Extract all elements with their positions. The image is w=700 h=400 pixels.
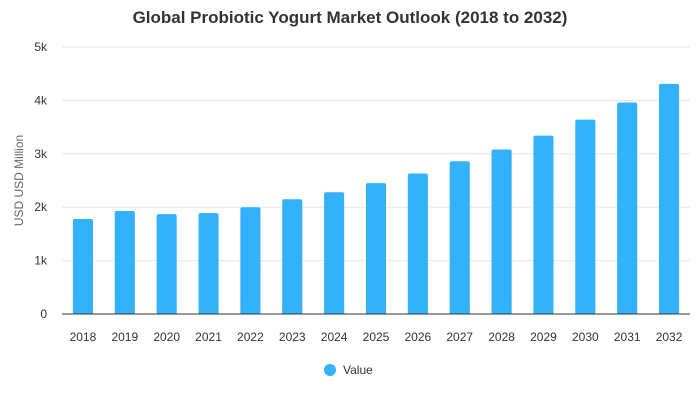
x-tick-label: 2028 — [488, 330, 515, 344]
x-tick-label: 2022 — [237, 330, 264, 344]
x-tick-label: 2020 — [153, 330, 180, 344]
y-tick-label: 1k — [34, 254, 48, 268]
x-tick-label: 2032 — [656, 330, 683, 344]
y-tick-label: 5k — [34, 40, 48, 54]
bar-2020[interactable] — [156, 214, 177, 314]
bar-2032[interactable] — [659, 83, 680, 314]
chart-title: Global Probiotic Yogurt Market Outlook (… — [132, 8, 568, 27]
bar-base-2018 — [72, 311, 93, 314]
axis-layer: 0 1k 2k 3k 4k 5k 2018 2019 2020 2021 2022 2023 2024 2… — [12, 40, 690, 344]
bar-base-2031 — [617, 311, 638, 314]
x-tick-label: 2030 — [572, 330, 599, 344]
x-tick-label: 2026 — [405, 330, 432, 344]
x-tick-label: 2031 — [614, 330, 641, 344]
x-tick-label: 2027 — [446, 330, 473, 344]
y-tick-label: 0 — [40, 307, 47, 321]
bar-2023[interactable] — [282, 199, 303, 314]
bars-layer — [72, 83, 680, 315]
bar-2018[interactable] — [72, 218, 93, 314]
bar-base-2025 — [365, 311, 387, 314]
bar-2019[interactable] — [114, 210, 135, 314]
bar-base-2028 — [491, 311, 512, 314]
bar-base-2027 — [449, 311, 470, 314]
x-tick-label: 2025 — [363, 330, 390, 344]
x-tick-label: 2024 — [321, 330, 348, 344]
y-tick-label: 3k — [34, 147, 48, 161]
bar-2024[interactable] — [324, 192, 345, 314]
legend-marker[interactable] — [324, 364, 336, 376]
x-tick-label: 2018 — [70, 330, 97, 344]
bar-base-2023 — [282, 311, 303, 314]
bar-base-2026 — [407, 311, 428, 314]
bar-base-2024 — [324, 311, 345, 314]
bar-base-2029 — [533, 311, 554, 314]
y-tick-label: 2k — [34, 200, 48, 214]
bar-base-2022 — [240, 311, 261, 314]
legend-label[interactable]: Value — [343, 363, 373, 377]
bar-2031[interactable] — [617, 102, 638, 314]
bar-2021[interactable] — [198, 213, 219, 314]
x-tick-label: 2029 — [530, 330, 557, 344]
bar-2028[interactable] — [491, 149, 512, 314]
bar-base-2030 — [575, 311, 596, 314]
bar-2025[interactable] — [365, 183, 387, 314]
x-tick-label: 2023 — [279, 330, 306, 344]
legend[interactable]: Value — [324, 363, 373, 377]
bar-2029[interactable] — [533, 135, 554, 314]
x-tick-label: 2021 — [195, 330, 222, 344]
y-axis-title: USD USD Million — [12, 135, 26, 226]
bar-base-2021 — [198, 311, 219, 314]
bar-2027[interactable] — [449, 161, 470, 314]
bar-base-2032 — [659, 311, 680, 314]
bar-2022[interactable] — [240, 207, 261, 314]
bar-base-2020 — [156, 311, 177, 314]
x-tick-label: 2019 — [111, 330, 138, 344]
bar-2026[interactable] — [407, 173, 428, 314]
y-tick-label: 4k — [34, 93, 48, 107]
bar-2030[interactable] — [575, 119, 596, 315]
bar-base-2019 — [114, 311, 135, 314]
